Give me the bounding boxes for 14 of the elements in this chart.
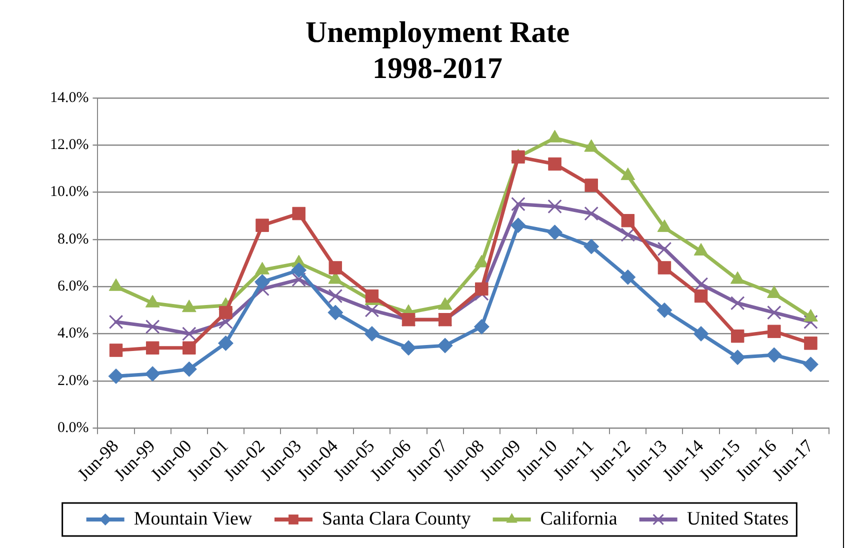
y-tick-label: 10.0% [50, 184, 89, 200]
legend-label: Santa Clara County [322, 508, 472, 530]
y-tick-label: 4.0% [57, 326, 89, 342]
y-tick-label: 14.0% [50, 90, 89, 106]
legend-label: United States [686, 508, 789, 530]
y-tick-label: 12.0% [50, 137, 89, 154]
y-tick-label: 0.0% [57, 420, 89, 436]
chart-title: Unemployment Rate [305, 16, 570, 49]
y-tick-label: 6.0% [57, 278, 89, 295]
chart-subtitle: 1998-2017 [372, 52, 502, 85]
legend-label: California [540, 508, 618, 530]
y-tick-label: 2.0% [57, 372, 89, 389]
legend-label: Mountain View [134, 508, 252, 530]
y-tick-label: 8.0% [57, 231, 89, 248]
